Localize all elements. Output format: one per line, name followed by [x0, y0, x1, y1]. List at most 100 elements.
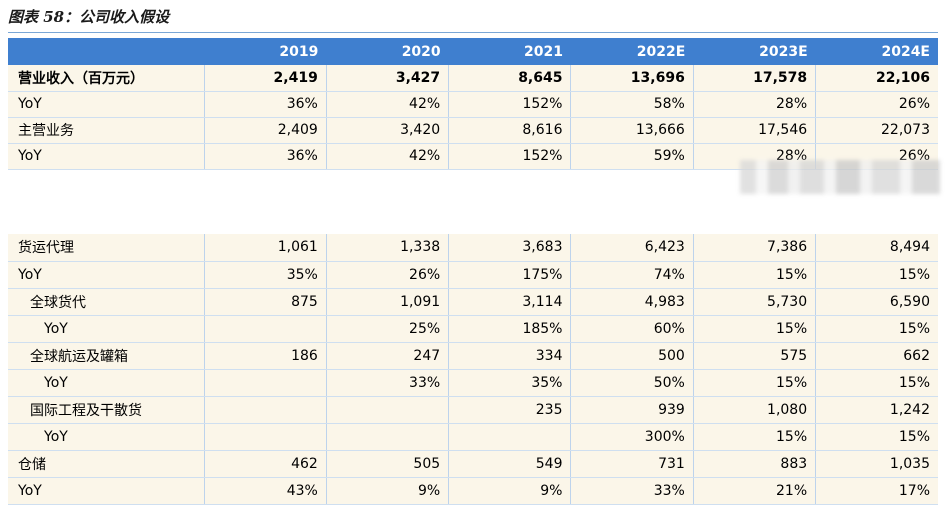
- segment-row: 货运代理 1,061 1,338 3,683 6,423 7,386 8,494: [8, 234, 938, 262]
- cell-value: 3,114: [448, 288, 572, 316]
- row-label: 货运代理: [8, 234, 205, 262]
- header-label: [8, 38, 204, 65]
- cell-value: [204, 369, 327, 397]
- cell-value: 500: [570, 342, 694, 370]
- summary-row: 主营业务 2,409 3,420 8,616 13,666 17,546 22,073: [8, 117, 938, 144]
- row-label: 全球货代: [8, 288, 205, 316]
- cell-value: [204, 396, 327, 424]
- row-label: YoY: [8, 91, 205, 118]
- cell-value: 60%: [570, 315, 694, 343]
- figure-title: 图表 58：公司收入假设: [8, 8, 170, 26]
- segment-detail-table: 货运代理 1,061 1,338 3,683 6,423 7,386 8,494 YoY 35%…: [8, 234, 938, 505]
- row-label: YoY: [8, 261, 205, 289]
- header-year: 2022E: [570, 38, 694, 65]
- cell-value: 462: [204, 450, 327, 478]
- segment-row: YoY 25% 185% 60% 15% 15%: [8, 315, 938, 343]
- cell-value: 1,091: [326, 288, 450, 316]
- cell-value: 6,423: [570, 234, 694, 262]
- segment-row: YoY 33% 35% 50% 15% 15%: [8, 369, 938, 397]
- cell-value: 74%: [570, 261, 694, 289]
- cell-value: 42%: [326, 91, 450, 118]
- cell-value: 2,419: [204, 65, 327, 92]
- cell-value: 247: [326, 342, 450, 370]
- cell-value: 22,106: [815, 65, 938, 92]
- cell-value: [204, 423, 327, 451]
- cell-value: 33%: [326, 369, 450, 397]
- cell-value: 1,242: [815, 396, 938, 424]
- header-year: 2020: [326, 38, 449, 65]
- cell-value: 15%: [693, 369, 817, 397]
- cell-value: 17,578: [693, 65, 817, 92]
- row-label: 营业收入（百万元）: [8, 65, 205, 92]
- segment-row: 全球货代 875 1,091 3,114 4,983 5,730 6,590: [8, 288, 938, 316]
- header-year: 2024E: [815, 38, 938, 65]
- cell-value: 25%: [326, 315, 450, 343]
- cell-value: 8,645: [448, 65, 572, 92]
- cell-value: 731: [570, 450, 694, 478]
- blurred-watermark: [740, 160, 940, 194]
- cell-value: 175%: [448, 261, 572, 289]
- cell-value: [326, 423, 450, 451]
- cell-value: 152%: [448, 143, 572, 170]
- segment-row: 仓储 462 505 549 731 883 1,035: [8, 450, 938, 478]
- cell-value: 15%: [693, 315, 817, 343]
- cell-value: 21%: [693, 477, 817, 505]
- cell-value: 8,494: [815, 234, 938, 262]
- cell-value: 9%: [326, 477, 450, 505]
- cell-value: 50%: [570, 369, 694, 397]
- cell-value: 883: [693, 450, 817, 478]
- header-year: 2021: [448, 38, 571, 65]
- segment-row: YoY 300% 15% 15%: [8, 423, 938, 451]
- row-label: 全球航运及罐箱: [8, 342, 205, 370]
- cell-value: 35%: [448, 369, 572, 397]
- cell-value: [448, 423, 572, 451]
- row-label: 国际工程及干散货: [8, 396, 205, 424]
- row-label: YoY: [8, 369, 205, 397]
- cell-value: 9%: [448, 477, 572, 505]
- cell-value: 662: [815, 342, 938, 370]
- header-year: 2019: [204, 38, 327, 65]
- cell-value: 15%: [693, 423, 817, 451]
- segment-row: 全球航运及罐箱 186 247 334 500 575 662: [8, 342, 938, 370]
- cell-value: 1,338: [326, 234, 450, 262]
- revenue-summary-panel: 2019 2020 2021 2022E 2023E 2024E 营业收入（百万…: [8, 38, 938, 170]
- cell-value: 334: [448, 342, 572, 370]
- segment-row: YoY 43% 9% 9% 33% 21% 17%: [8, 477, 938, 505]
- header-year: 2023E: [693, 38, 816, 65]
- summary-row: 营业收入（百万元） 2,419 3,427 8,645 13,696 17,578 22,1…: [8, 65, 938, 92]
- cell-value: 186: [204, 342, 327, 370]
- cell-value: 4,983: [570, 288, 694, 316]
- revenue-summary-table: 2019 2020 2021 2022E 2023E 2024E 营业收入（百万…: [8, 38, 938, 170]
- cell-value: 8,616: [448, 117, 572, 144]
- cell-value: 15%: [815, 369, 938, 397]
- cell-value: 875: [204, 288, 327, 316]
- cell-value: 1,061: [204, 234, 327, 262]
- cell-value: 13,666: [570, 117, 694, 144]
- row-label: YoY: [8, 477, 205, 505]
- cell-value: 1,035: [815, 450, 938, 478]
- cell-value: 26%: [815, 91, 938, 118]
- cell-value: 36%: [204, 143, 327, 170]
- cell-value: 549: [448, 450, 572, 478]
- cell-value: 15%: [815, 261, 938, 289]
- cell-value: 152%: [448, 91, 572, 118]
- cell-value: 58%: [570, 91, 694, 118]
- cell-value: 3,427: [326, 65, 450, 92]
- cell-value: 42%: [326, 143, 450, 170]
- cell-value: 26%: [326, 261, 450, 289]
- summary-row: YoY 36% 42% 152% 58% 28% 26%: [8, 91, 938, 118]
- segment-row: YoY 35% 26% 175% 74% 15% 15%: [8, 261, 938, 289]
- cell-value: 185%: [448, 315, 572, 343]
- cell-value: 28%: [693, 91, 817, 118]
- cell-value: 17%: [815, 477, 938, 505]
- cell-value: 235: [448, 396, 572, 424]
- cell-value: 505: [326, 450, 450, 478]
- cell-value: 3,683: [448, 234, 572, 262]
- cell-value: 22,073: [815, 117, 938, 144]
- title-divider: [8, 32, 938, 33]
- cell-value: 17,546: [693, 117, 817, 144]
- cell-value: 36%: [204, 91, 327, 118]
- header-row: 2019 2020 2021 2022E 2023E 2024E: [8, 38, 938, 65]
- row-label: YoY: [8, 143, 205, 170]
- row-label: YoY: [8, 423, 205, 451]
